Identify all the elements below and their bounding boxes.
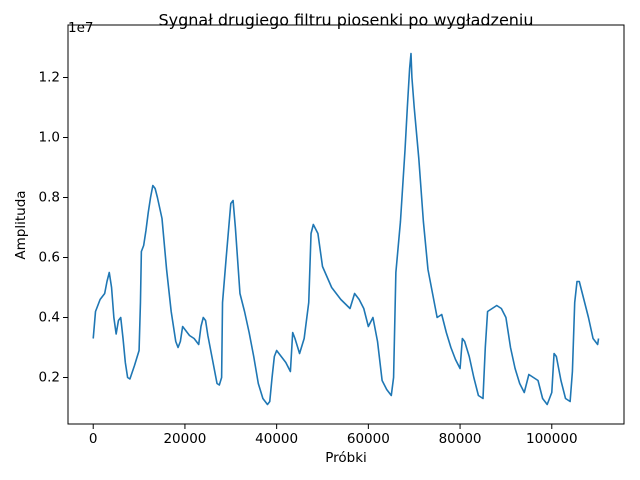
line-series: [92, 52, 600, 406]
x-tick-label: 80000: [439, 431, 482, 447]
y-tick-label: 0.2: [39, 370, 60, 386]
chart-title: Sygnał drugiego filtru piosenki po wygła…: [158, 11, 533, 30]
y-tick-label: 0.4: [39, 310, 60, 326]
y-tick-label: 0.6: [39, 250, 60, 266]
y-tick-label: 1.2: [39, 70, 60, 86]
plot-frame: [67, 24, 625, 425]
x-tick-label: 0: [89, 431, 98, 447]
y-offset-label: 1e7: [68, 20, 93, 36]
y-tick-label: 0.8: [39, 190, 60, 206]
x-axis-label: Próbki: [325, 450, 367, 466]
x-tick-label: 100000: [526, 431, 578, 447]
y-tick-label: 1.0: [39, 130, 60, 146]
x-tick-label: 20000: [163, 431, 206, 447]
x-tick-label: 40000: [255, 431, 298, 447]
x-tick-label: 60000: [347, 431, 390, 447]
y-axis-label: Amplituda: [13, 190, 29, 259]
